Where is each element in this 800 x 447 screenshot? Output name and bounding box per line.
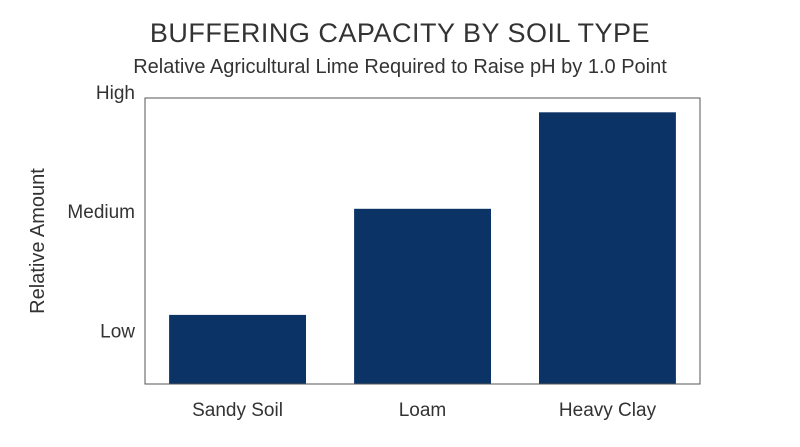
bar-heavy-clay (539, 112, 676, 385)
x-tick-label: Heavy Clay (559, 400, 657, 421)
x-labels-layer: Sandy Soil Loam Heavy Clay (192, 400, 656, 421)
x-tick-label: Sandy Soil (192, 400, 283, 421)
y-tick-label: Medium (67, 202, 135, 223)
chart-subtitle: Relative Agricultural Lime Required to R… (133, 56, 667, 78)
bar-sandy-soil (169, 314, 306, 384)
bars-layer (169, 112, 676, 385)
y-tick-label: Low (100, 321, 135, 342)
y-ticks-layer: Low Medium High (67, 83, 135, 342)
chart-title: BUFFERING CAPACITY BY SOIL TYPE (149, 18, 651, 48)
y-tick-label: High (96, 83, 135, 104)
x-tick-label: Loam (399, 400, 447, 421)
bar-loam (354, 208, 491, 384)
y-axis-title: Relative Amount (27, 168, 49, 314)
plot-frame (144, 97, 701, 385)
